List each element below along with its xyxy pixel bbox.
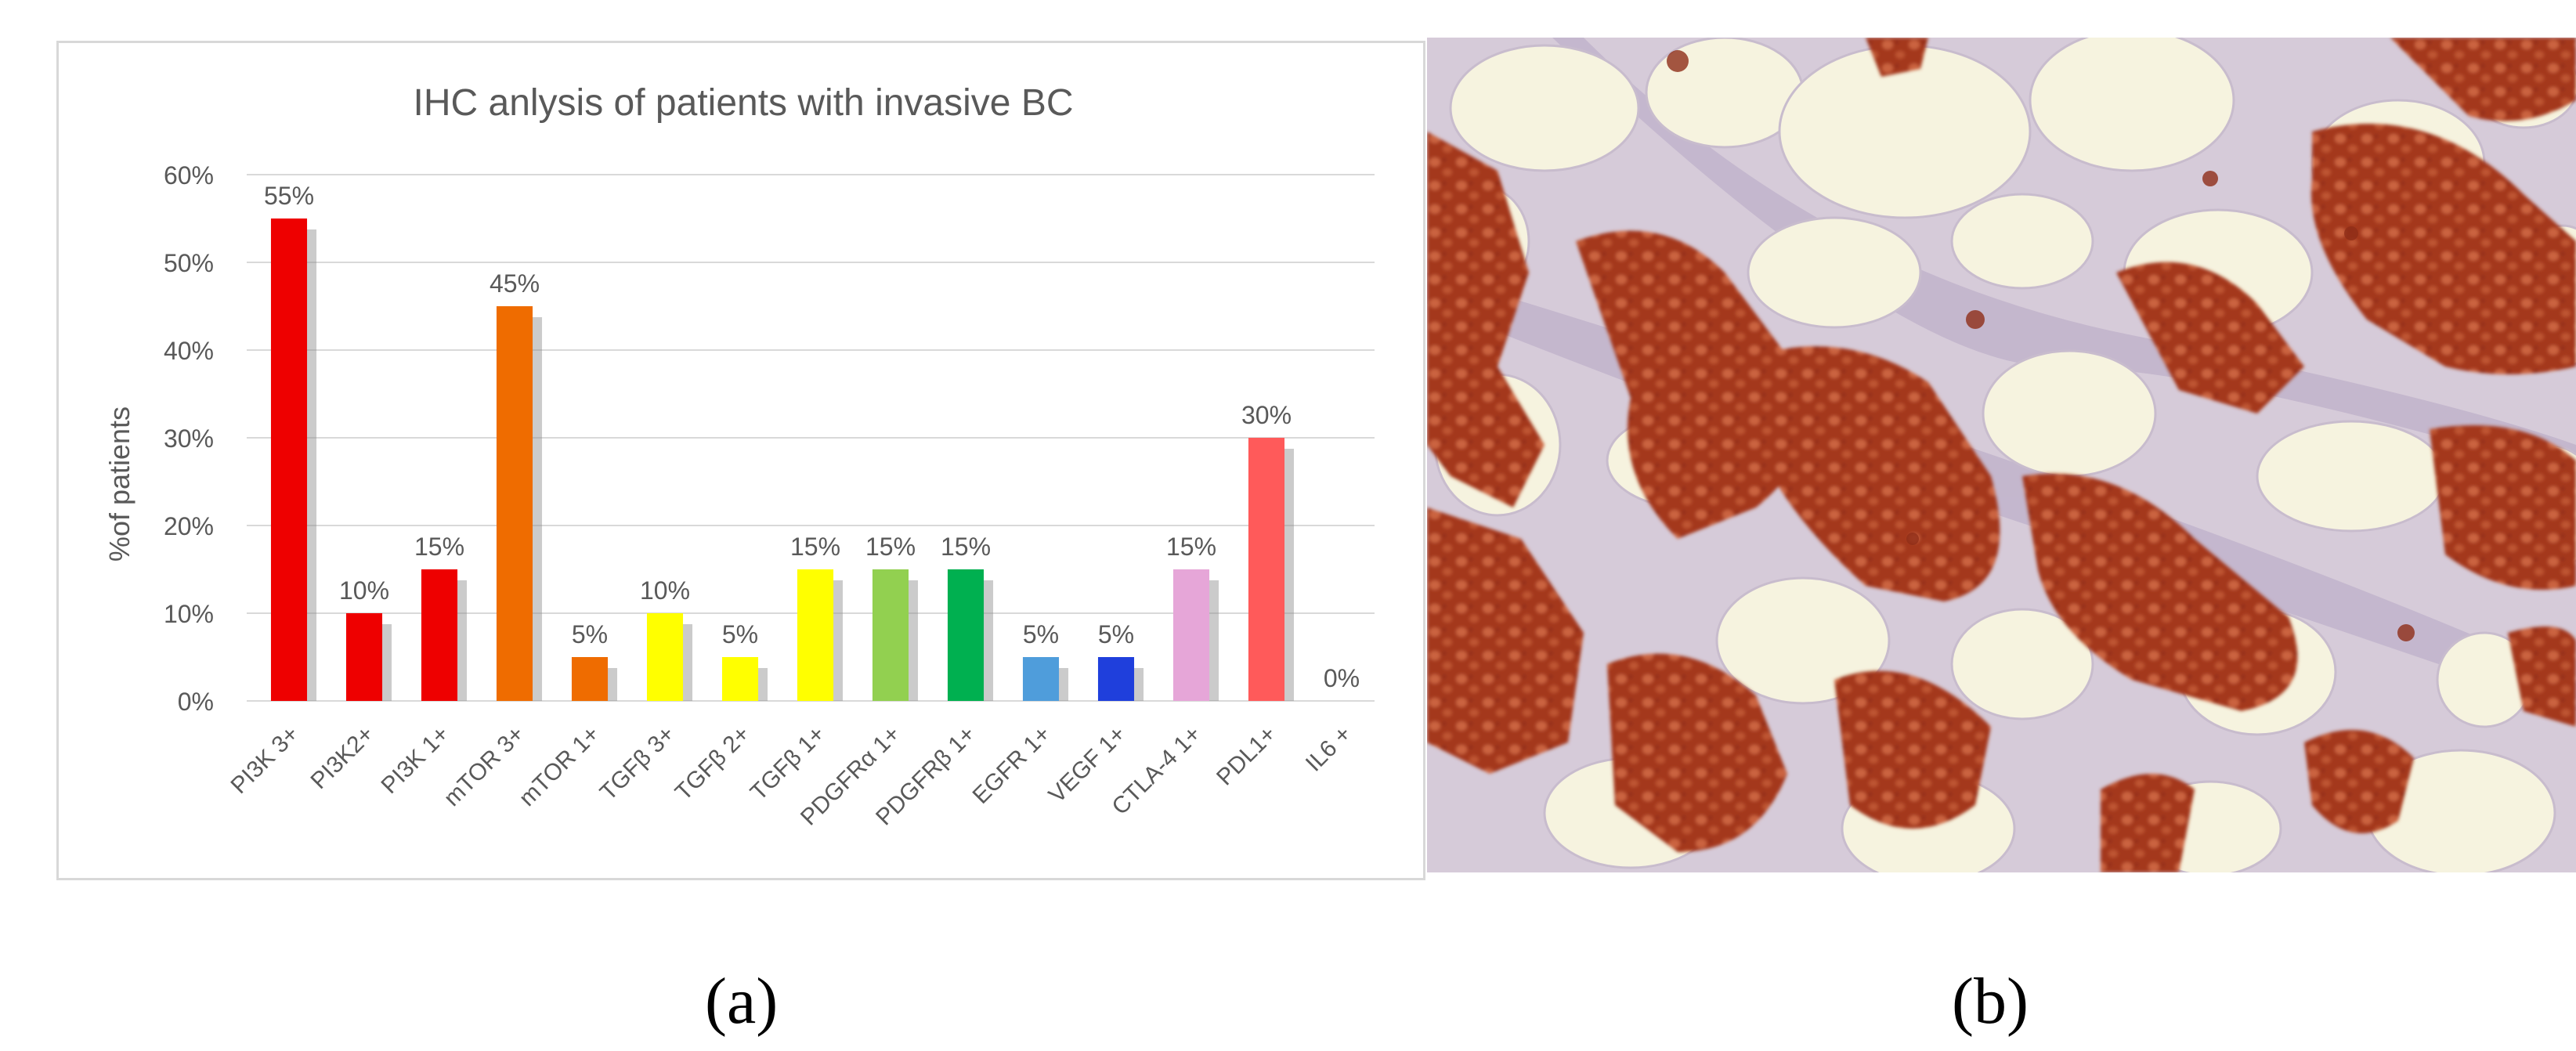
x-tick-label: mTOR 3+ [439,721,529,811]
data-label: 5% [1098,620,1134,648]
bars [270,219,1295,701]
bar [270,219,308,701]
y-tick-label: 10% [164,600,214,628]
x-tick-label: PDL1+ [1212,721,1281,791]
data-label: 15% [790,533,840,561]
y-axis-label: %of patients [103,406,135,562]
panel-label-b: (b) [1952,965,2029,1038]
y-tick-label: 50% [164,249,214,277]
x-tick-label: EGFR 1+ [968,721,1056,809]
data-label: 10% [339,576,389,605]
data-label: 5% [722,620,758,648]
panel-label-a: (a) [705,965,779,1038]
data-labels: 55% 10% 15% 45% 5% 10% 5% 15% 15% 15% 5% 5% 15% 30% 0% [264,182,1360,692]
bar [797,569,834,701]
x-tick-label: TGFβ 3+ [595,721,680,806]
bar-chart: IHC anlysis of patients with invasive BC… [103,82,1375,831]
data-label: 30% [1241,401,1292,429]
micrograph-image [1427,38,2576,872]
y-tick-label: 20% [164,512,214,540]
data-label: 0% [1324,664,1360,692]
y-axis-ticks: 0% 10% 20% 30% 40% 50% 60% [164,161,214,716]
x-tick-label: PI3K 3+ [226,721,304,799]
data-label: 15% [414,533,464,561]
bar [1022,657,1060,701]
y-tick-label: 40% [164,337,214,365]
bar-chart-panel: IHC anlysis of patients with invasive BC… [56,41,1425,880]
bar [1097,657,1135,701]
data-label: 5% [1023,620,1059,648]
x-tick-label: IL6 + [1301,721,1357,777]
data-label: 5% [572,620,608,648]
bar [947,569,985,701]
data-label: 10% [640,576,690,605]
y-tick-label: 60% [164,161,214,190]
x-tick-label: mTOR 1+ [514,721,604,811]
bar [345,613,383,701]
x-tick-label: TGFβ 2+ [670,721,755,806]
bar [1248,438,1285,701]
data-label: 55% [264,182,314,210]
bar [421,569,458,701]
chart-title: IHC anlysis of patients with invasive BC [414,82,1074,124]
bar [646,613,684,701]
data-label: 15% [865,533,916,561]
x-tick-label: PI3K2+ [305,721,379,795]
x-axis-ticks: PI3K 3+ PI3K2+PI3K 1+mTOR 3+mTOR 1+TGFβ 3… [226,721,1357,831]
bar [1172,569,1210,701]
y-tick-label: 30% [164,424,214,453]
bar [872,569,909,701]
ihc-micrograph [1427,38,2576,872]
data-label: 45% [490,269,540,298]
data-label: 15% [1166,533,1216,561]
data-label: 15% [941,533,991,561]
bar [496,306,533,701]
bar [721,657,759,701]
bar [571,657,609,701]
x-tick-label: PI3K 1+ [377,721,454,799]
y-tick-label: 0% [178,688,214,716]
